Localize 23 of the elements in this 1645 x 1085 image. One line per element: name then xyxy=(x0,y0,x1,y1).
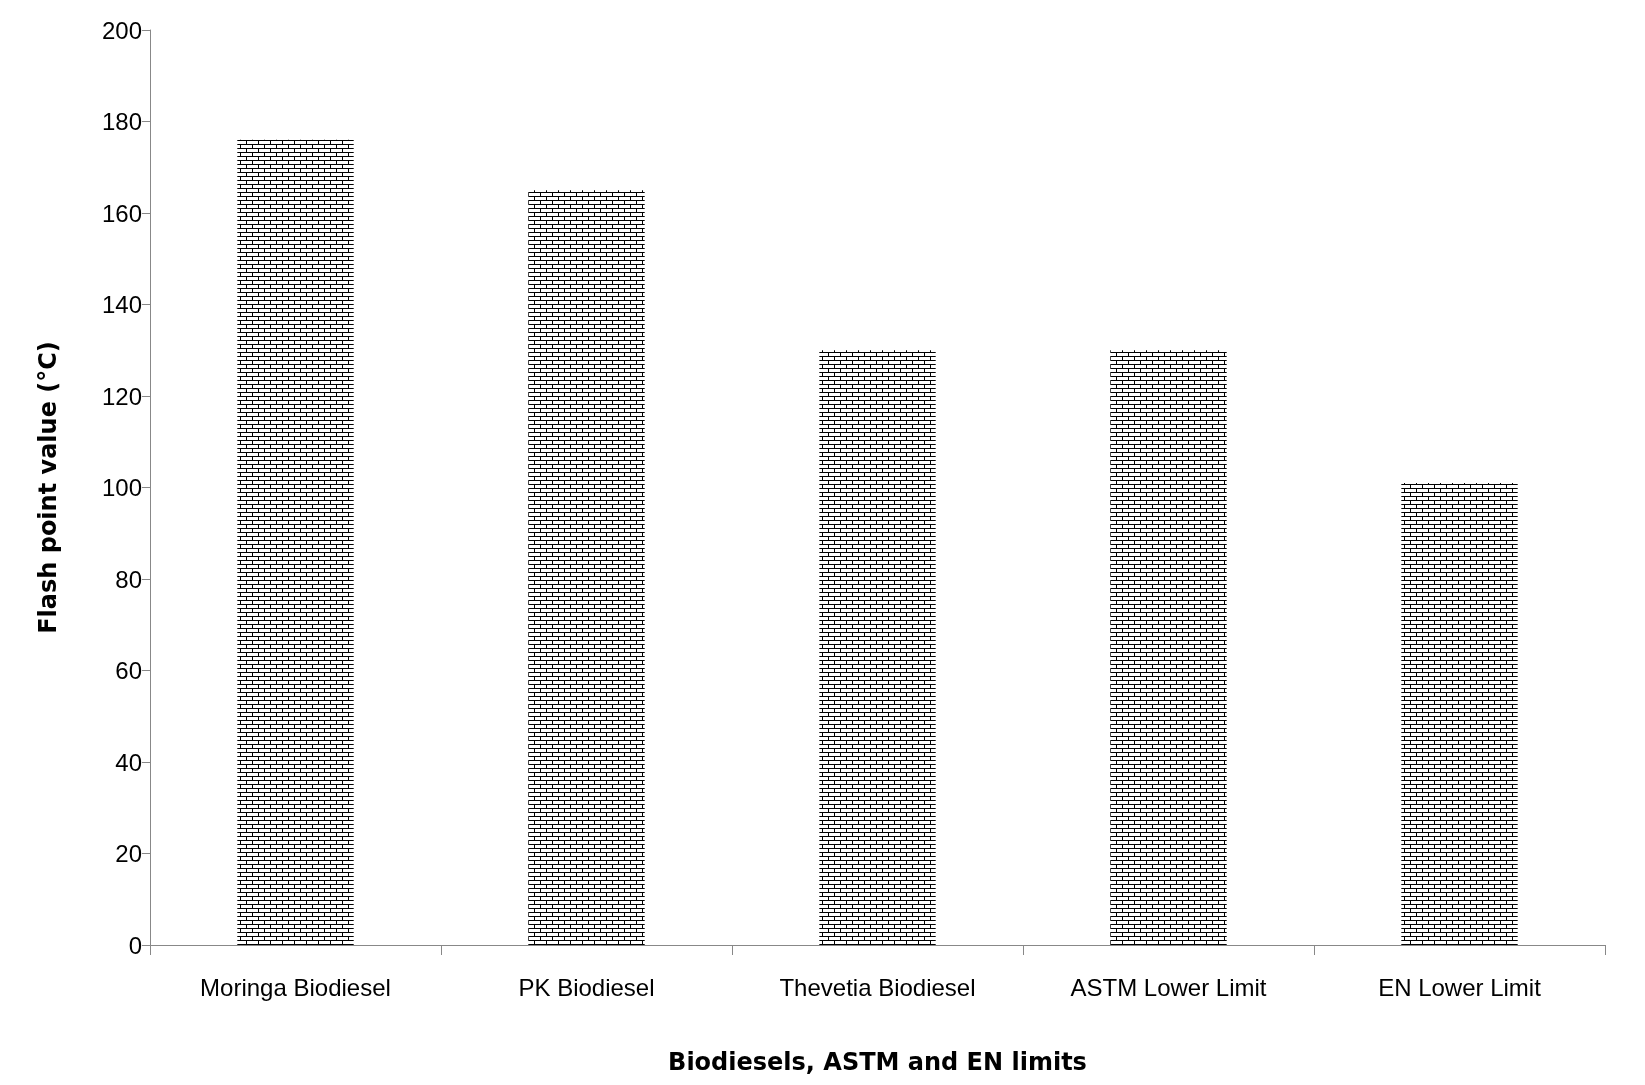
x-tick-label: ASTM Lower Limit xyxy=(1070,973,1267,1001)
bar xyxy=(1401,482,1518,945)
y-tick-label: 120 xyxy=(101,382,142,410)
y-tick-label: 180 xyxy=(101,108,142,135)
x-axis-title: Biodiesels, ASTM and EN limits xyxy=(668,1048,1087,1076)
y-tick-label: 140 xyxy=(101,291,142,318)
x-tick-label: EN Lower Limit xyxy=(1378,973,1542,1001)
bar xyxy=(1110,350,1227,945)
bar xyxy=(819,350,936,945)
y-tick-label: 0 xyxy=(128,931,142,959)
bar xyxy=(528,190,645,945)
y-tick-label: 200 xyxy=(101,16,142,44)
x-tick-label: Moringa Biodiesel xyxy=(200,973,391,1001)
y-tick-label: 80 xyxy=(115,565,142,593)
y-axis-title: Flash point value (°C) xyxy=(34,341,62,634)
y-tick-label: 40 xyxy=(115,748,142,776)
y-tick-label: 100 xyxy=(101,474,142,501)
y-tick-label: 160 xyxy=(101,199,142,227)
y-tick-label: 60 xyxy=(115,657,142,684)
x-tick-label: PK Biodiesel xyxy=(518,973,655,1001)
y-tick-label: 20 xyxy=(115,840,142,867)
x-tick-label: Thevetia Biodiesel xyxy=(779,973,976,1001)
bar xyxy=(237,139,354,945)
